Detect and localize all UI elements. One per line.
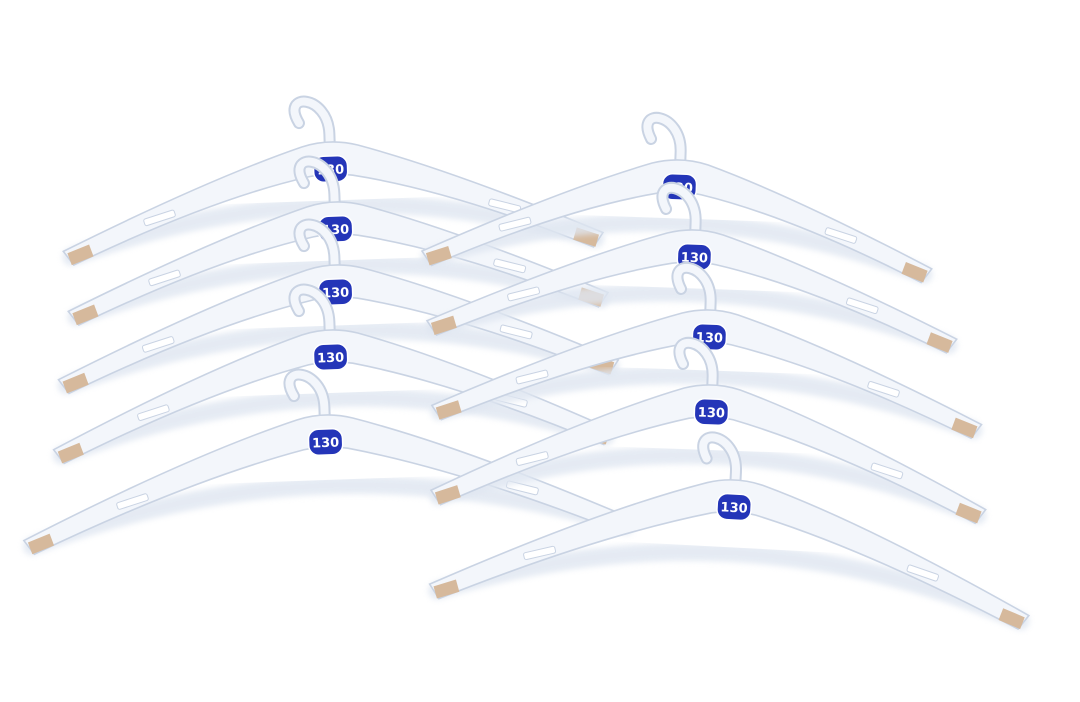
right-stack-hanger-4: 130	[429, 336, 987, 525]
left-slot	[523, 545, 557, 561]
left-notch	[430, 315, 457, 335]
size-label: 130	[698, 406, 726, 422]
left-slot	[148, 269, 181, 287]
left-notch	[57, 442, 84, 464]
hook	[675, 338, 717, 403]
left-notch	[62, 372, 89, 394]
left-slot	[515, 369, 549, 385]
right-stack-hanger-2: 130	[425, 181, 958, 354]
left-slot	[137, 404, 170, 421]
right-notch	[951, 417, 978, 439]
hook	[658, 183, 700, 248]
hook	[285, 370, 330, 433]
left-slot	[141, 336, 175, 353]
size-tag: 130	[307, 427, 344, 456]
left-notch	[67, 244, 94, 266]
hook	[290, 285, 335, 348]
size-tag: 130	[716, 492, 753, 522]
hook	[643, 113, 685, 178]
right-notch	[901, 261, 928, 283]
size-label: 130	[312, 436, 340, 452]
hook	[295, 157, 340, 220]
hanger-shadow	[428, 542, 1030, 631]
size-tag-badge	[716, 492, 753, 522]
hook	[699, 433, 740, 498]
hook	[673, 263, 715, 328]
right-slot	[906, 564, 940, 582]
left-notch	[434, 485, 461, 505]
size-label: 130	[317, 351, 345, 367]
left-notch	[435, 400, 462, 420]
size-label: 130	[322, 286, 350, 302]
left-slot	[143, 209, 176, 227]
left-slot	[116, 493, 149, 510]
left-notch	[72, 304, 99, 326]
left-slot	[498, 216, 532, 232]
size-tag-badge	[693, 397, 730, 426]
hanger-shadow	[23, 475, 635, 556]
right-notch	[955, 502, 982, 524]
size-tag: 130	[693, 397, 730, 426]
hook	[295, 220, 340, 283]
size-tag-badge	[312, 342, 349, 371]
right-slot	[499, 324, 533, 340]
left-slot	[515, 451, 549, 466]
left-notch	[27, 533, 55, 555]
hook	[290, 97, 335, 160]
right-slot	[867, 381, 900, 398]
size-label: 130	[720, 500, 748, 516]
size-tag-badge	[307, 427, 344, 456]
hanger-shadow	[52, 388, 615, 465]
right-slot	[870, 462, 904, 480]
left-slot	[507, 286, 540, 302]
left-notch	[425, 245, 452, 266]
right-notch	[926, 332, 953, 353]
right-stack-hanger-5: 130	[428, 431, 1031, 631]
right-notch	[998, 608, 1025, 630]
right-slot	[493, 258, 527, 274]
right-slot	[845, 297, 879, 315]
left-notch	[433, 579, 460, 599]
right-slot	[824, 227, 858, 244]
size-tag: 130	[312, 342, 349, 371]
